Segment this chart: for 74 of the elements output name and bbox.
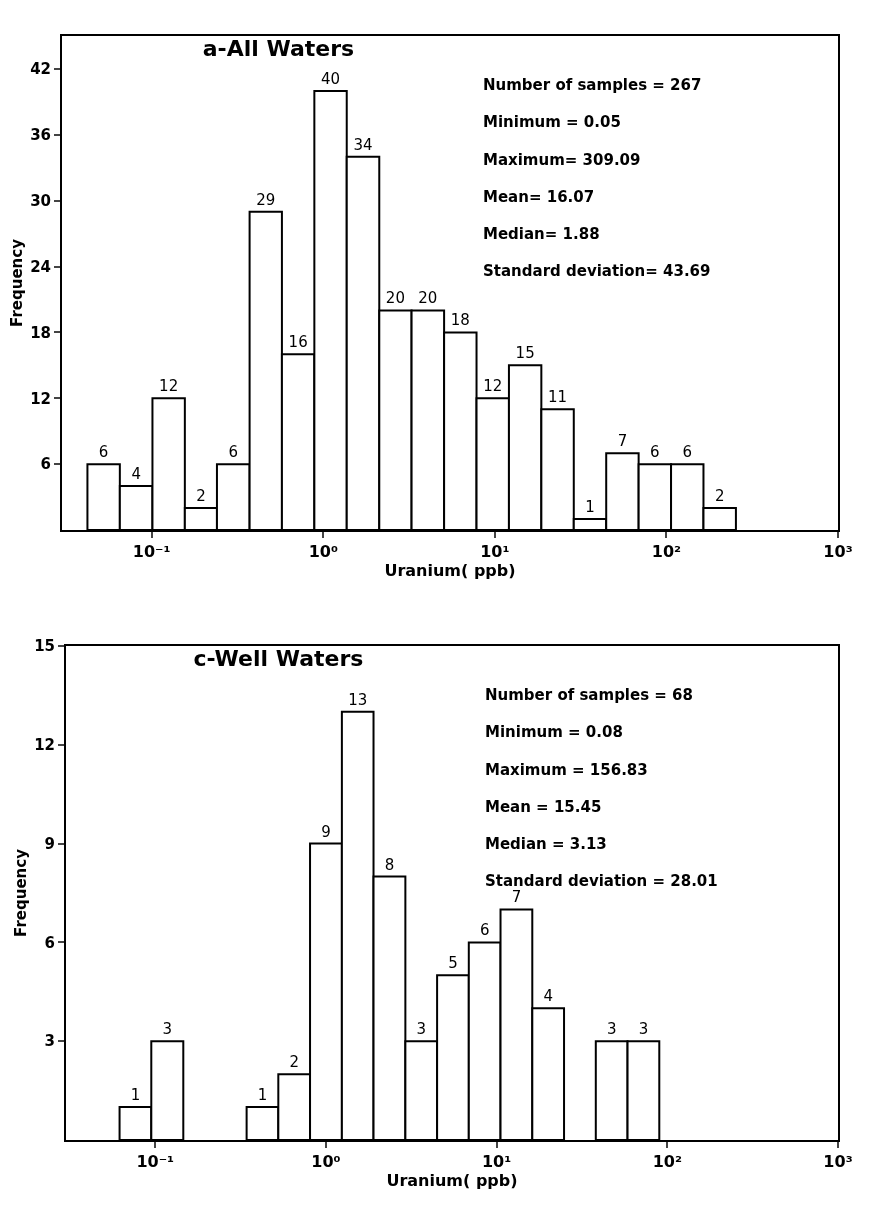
annotation: Standard deviation = 28.01 bbox=[485, 872, 718, 890]
y-tick-label: 18 bbox=[30, 323, 51, 342]
y-tick-label: 12 bbox=[30, 389, 51, 408]
annotation: Number of samples = 68 bbox=[485, 686, 693, 704]
data-label: 29 bbox=[256, 190, 276, 209]
data-label: 3 bbox=[638, 1020, 649, 1039]
data-label: 3 bbox=[416, 1020, 427, 1039]
data-label: 20 bbox=[418, 289, 438, 308]
x-tick-label: 10² bbox=[651, 542, 682, 562]
data-label: 4 bbox=[543, 987, 553, 1006]
data-label: 3 bbox=[606, 1020, 617, 1039]
y-tick-label: 30 bbox=[30, 191, 51, 210]
annotation: Minimum = 0.08 bbox=[485, 723, 623, 741]
x-axis-title: Uranium( ppb) bbox=[384, 561, 516, 581]
data-label: 12 bbox=[159, 377, 179, 396]
chart-title: c-Well Waters bbox=[193, 646, 364, 672]
data-label: 7 bbox=[617, 432, 628, 451]
annotation: Number of samples = 267 bbox=[483, 76, 702, 94]
annotation: Minimum = 0.05 bbox=[483, 113, 621, 131]
x-tick-label: 10⁻¹ bbox=[132, 542, 171, 562]
x-tick-label: 10⁻¹ bbox=[136, 1152, 175, 1172]
data-label: 15 bbox=[515, 344, 535, 363]
y-tick-label: 24 bbox=[30, 257, 51, 276]
x-tick-label: 10³ bbox=[823, 1152, 853, 1172]
y-tick-label: 15 bbox=[34, 637, 55, 656]
annotation: Mean= 16.07 bbox=[483, 188, 595, 206]
annotation: Median= 1.88 bbox=[483, 225, 600, 243]
y-axis-title: Frequency bbox=[11, 848, 30, 937]
y-tick-label: 12 bbox=[34, 736, 55, 755]
y-axis-title: Frequency bbox=[7, 238, 26, 327]
data-label: 11 bbox=[548, 388, 568, 407]
data-label: 2 bbox=[714, 487, 725, 506]
x-tick-label: 10² bbox=[652, 1152, 682, 1172]
data-label: 18 bbox=[450, 311, 470, 330]
data-label: 3 bbox=[162, 1020, 173, 1039]
data-label: 2 bbox=[289, 1053, 299, 1072]
data-label: 5 bbox=[448, 954, 458, 973]
annotation: Maximum = 156.83 bbox=[485, 761, 648, 779]
chart-title: a-All Waters bbox=[202, 36, 355, 62]
x-tick-label: 10³ bbox=[823, 542, 853, 562]
annotation: Mean = 15.45 bbox=[485, 798, 602, 816]
data-label: 1 bbox=[130, 1086, 141, 1105]
y-tick-label: 42 bbox=[30, 60, 51, 79]
data-label: 7 bbox=[511, 888, 522, 907]
y-tick-label: 9 bbox=[44, 834, 55, 853]
data-label: 40 bbox=[321, 69, 341, 88]
annotation: Maximum= 309.09 bbox=[483, 151, 641, 169]
data-label: 6 bbox=[682, 443, 693, 462]
data-label: 1 bbox=[585, 498, 595, 517]
y-tick-label: 3 bbox=[44, 1032, 55, 1051]
data-label: 1 bbox=[257, 1086, 268, 1105]
x-tick-label: 10⁰ bbox=[311, 1152, 341, 1172]
x-tick-label: 10¹ bbox=[481, 1152, 512, 1172]
annotation: Median = 3.13 bbox=[485, 835, 607, 853]
data-label: 8 bbox=[384, 855, 395, 874]
data-label: 6 bbox=[650, 443, 660, 462]
y-tick-label: 6 bbox=[44, 933, 55, 952]
x-tick-label: 10¹ bbox=[480, 542, 510, 562]
data-label: 20 bbox=[385, 289, 405, 308]
x-tick-label: 10⁰ bbox=[308, 542, 338, 562]
y-tick-label: 36 bbox=[30, 126, 51, 145]
annotation: Standard deviation= 43.69 bbox=[483, 262, 711, 280]
data-label: 9 bbox=[321, 822, 331, 841]
y-tick-label: 6 bbox=[40, 455, 51, 474]
data-label: 6 bbox=[228, 443, 239, 462]
data-label: 12 bbox=[483, 377, 503, 396]
data-label: 6 bbox=[98, 443, 109, 462]
data-label: 16 bbox=[288, 333, 308, 352]
x-axis-title: Uranium( ppb) bbox=[386, 1171, 518, 1191]
data-label: 4 bbox=[131, 465, 141, 484]
data-label: 6 bbox=[479, 921, 490, 940]
data-label: 2 bbox=[196, 487, 206, 506]
data-label: 13 bbox=[348, 690, 368, 709]
data-label: 34 bbox=[353, 135, 373, 154]
